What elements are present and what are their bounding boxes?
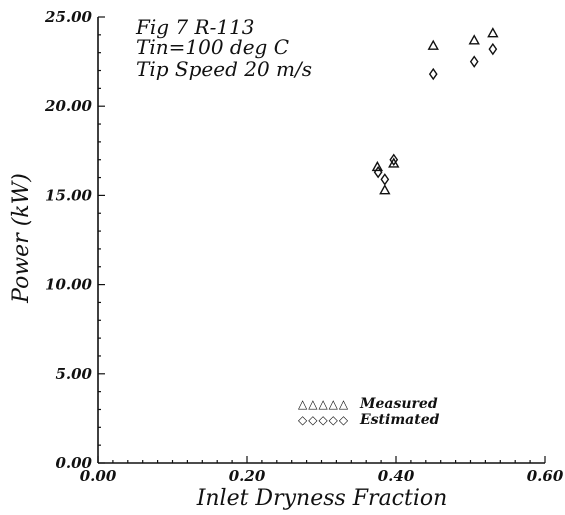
x-tick-label: 0.60 xyxy=(527,467,564,485)
measured-point xyxy=(487,27,499,38)
legend-measured-marks: △△△△△ xyxy=(298,397,349,411)
legend-measured-label: Measured xyxy=(359,396,438,412)
estimated-point xyxy=(428,67,438,81)
legend-estimated-marks: ◇◇◇◇◇ xyxy=(298,413,349,427)
estimated-point xyxy=(373,165,383,179)
measured-point xyxy=(468,34,480,45)
title-line-3: Tip Speed 20 m/s xyxy=(136,57,312,81)
y-tick-label: 5.00 xyxy=(55,365,92,383)
measured-point xyxy=(388,157,400,168)
estimated-point xyxy=(389,153,399,166)
data-marks xyxy=(371,27,499,195)
y-tick-label: 0.00 xyxy=(55,454,92,472)
x-tick-label: 0.00 xyxy=(80,467,117,485)
y-axis-label: Power (kW) xyxy=(9,173,34,304)
measured-point xyxy=(379,184,391,195)
estimated-point xyxy=(469,55,479,68)
estimated-point xyxy=(488,42,498,56)
tick-labels: 0.00 5.00 10.00 15.00 20.00 25.00 0.00 0.20 0.40… xyxy=(44,8,564,485)
legend: △△△△△ Measured ◇◇◇◇◇ Estimated xyxy=(298,396,440,428)
title-line-2: Tin=100 deg C xyxy=(136,35,289,59)
legend-estimated-label: Estimated xyxy=(359,412,440,428)
title-line-1: Fig 7 R-113 xyxy=(135,15,255,39)
measured-point xyxy=(427,39,439,50)
y-tick-label: 20.00 xyxy=(44,97,93,115)
ticks xyxy=(97,16,546,464)
x-tick-label: 0.20 xyxy=(229,467,266,485)
estimated-point xyxy=(380,173,390,186)
y-tick-label: 10.00 xyxy=(45,276,93,294)
y-tick-label: 25.00 xyxy=(44,8,93,26)
x-axis-label: Inlet Dryness Fraction xyxy=(196,486,448,511)
measured-point xyxy=(371,160,384,172)
x-tick-label: 0.40 xyxy=(378,467,415,485)
y-tick-label: 15.00 xyxy=(45,186,93,204)
